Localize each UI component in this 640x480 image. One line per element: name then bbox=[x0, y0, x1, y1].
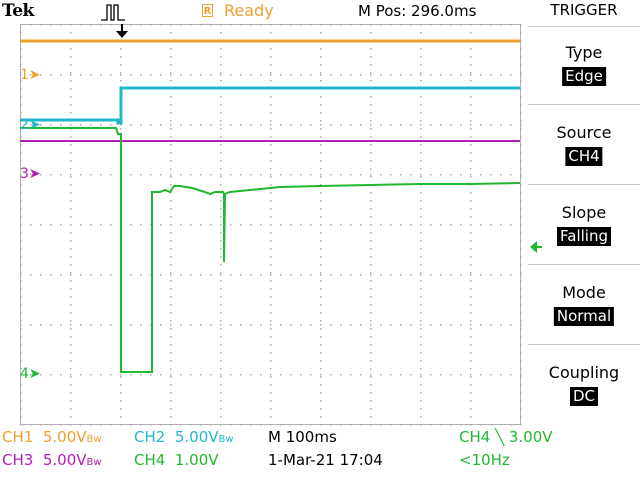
menu-type[interactable]: Type Edge bbox=[528, 26, 640, 106]
menu-slope-value: Falling bbox=[557, 227, 611, 246]
menu-coupling-label: Coupling bbox=[548, 363, 620, 382]
trigger-pulse-icon bbox=[101, 4, 125, 21]
graticule bbox=[20, 24, 522, 426]
menu-source-value: CH4 bbox=[565, 147, 603, 166]
menu-coupling-value: DC bbox=[569, 387, 599, 406]
ch2-scale: CH2 5.00VBw bbox=[134, 428, 234, 446]
falling-edge-icon: ╲ bbox=[495, 428, 505, 446]
menu-title: TRIGGER bbox=[550, 1, 618, 19]
menu-source[interactable]: Source CH4 bbox=[528, 104, 640, 184]
menu-mode[interactable]: Mode Normal bbox=[528, 264, 640, 344]
ready-icon: R bbox=[202, 4, 213, 17]
brand-logo: Tek bbox=[2, 1, 34, 21]
ch4-trace bbox=[20, 127, 521, 373]
ch4-marker[interactable]: 4➤ bbox=[20, 366, 41, 382]
ch4-scale: CH4 1.00V bbox=[134, 451, 219, 469]
menu-slope[interactable]: Slope Falling bbox=[528, 184, 640, 264]
ch2-marker[interactable]: 2➤ bbox=[20, 117, 41, 133]
ch1-scale: CH1 5.00VBw bbox=[2, 428, 102, 446]
timebase: M 100ms bbox=[268, 428, 337, 446]
menu-coupling[interactable]: Coupling DC bbox=[528, 344, 640, 424]
menu-type-label: Type bbox=[565, 43, 603, 62]
trigger-menu: TRIGGER Type Edge Source CH4 Slope Falli… bbox=[528, 0, 640, 426]
ch3-marker[interactable]: 3➤ bbox=[20, 166, 41, 182]
top-status-bar: Tek R Ready M Pos: 296.0ms bbox=[0, 0, 640, 24]
ch3-scale: CH3 5.00VBw bbox=[2, 451, 102, 469]
datetime: 1-Mar-21 17:04 bbox=[268, 451, 383, 469]
trigger-state: Ready bbox=[224, 1, 274, 20]
bottom-status-bar: CH1 5.00VBw CH2 5.00VBw M 100ms CH4 ╲ 3.… bbox=[0, 426, 640, 480]
ch2-trace bbox=[20, 86, 520, 125]
menu-mode-value: Normal bbox=[553, 307, 615, 326]
ch1-marker[interactable]: 1➤ bbox=[20, 67, 41, 83]
trigger-level-marker[interactable] bbox=[528, 240, 542, 254]
menu-slope-label: Slope bbox=[561, 203, 607, 222]
menu-type-value: Edge bbox=[562, 67, 606, 86]
waveform-display[interactable]: 1➤ 2➤ 3➤ 4➤ bbox=[20, 24, 542, 426]
horizontal-position: M Pos: 296.0ms bbox=[358, 2, 477, 20]
trigger-frequency: <10Hz bbox=[459, 451, 510, 469]
trigger-readout: CH4 ╲ 3.00V bbox=[459, 428, 553, 446]
menu-source-label: Source bbox=[556, 123, 612, 142]
trigger-position-marker[interactable] bbox=[114, 24, 130, 40]
menu-mode-label: Mode bbox=[562, 283, 606, 302]
